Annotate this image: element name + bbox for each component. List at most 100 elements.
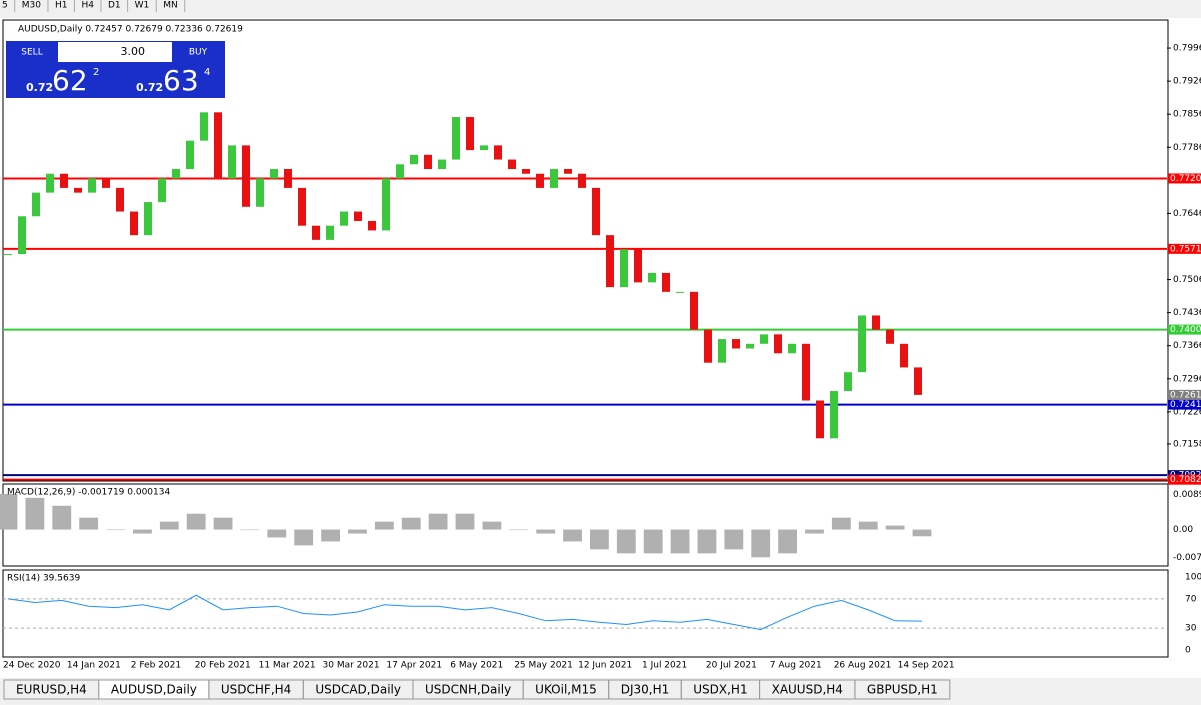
x-tick-label: 14 Sep 2021 xyxy=(898,661,955,671)
symbol-tab[interactable]: AUDUSD,Daily xyxy=(111,683,197,697)
y-tick-label: 0.73660 xyxy=(1173,341,1201,351)
symbol-tab[interactable]: USDCNH,Daily xyxy=(425,683,511,697)
candle-body xyxy=(648,272,656,283)
timeframe-button[interactable]: MN xyxy=(163,1,178,11)
indicator-title: RSI(14) 39.5639 xyxy=(7,574,80,584)
candle-body xyxy=(816,400,824,439)
x-tick-label: 11 Mar 2021 xyxy=(259,661,316,671)
level-label: 0.72413 xyxy=(1170,400,1201,410)
timeframe-button[interactable]: H4 xyxy=(81,1,94,11)
x-tick-label: 20 Jul 2021 xyxy=(706,661,757,671)
last-price-label: 0.72619 xyxy=(1170,390,1201,400)
candle-body xyxy=(326,225,334,240)
histogram-bar xyxy=(455,513,475,530)
histogram-bar xyxy=(778,529,797,554)
y-tick-label: 0.78560 xyxy=(1173,110,1201,120)
ask-frac: 4 xyxy=(204,67,210,78)
histogram-bar xyxy=(509,529,529,531)
candle-body xyxy=(452,117,460,160)
y-tick-label: 30 xyxy=(1185,624,1197,634)
y-tick-label: 0.71580 xyxy=(1173,439,1201,449)
symbol-tab[interactable]: DJ30,H1 xyxy=(621,683,670,697)
ask-main: 63 xyxy=(163,64,199,97)
timeframe-button[interactable]: M30 xyxy=(22,1,41,11)
candle-body xyxy=(172,169,180,179)
histogram-bar xyxy=(912,529,932,537)
y-tick-label: 0 xyxy=(1185,646,1191,656)
histogram-bar xyxy=(374,521,394,530)
candle-body xyxy=(788,343,796,354)
level-label-bg xyxy=(1168,243,1201,254)
volume[interactable]: 3.00 xyxy=(121,45,146,58)
candle-body xyxy=(844,372,852,392)
x-tick-label: 24 Dec 2020 xyxy=(3,661,61,671)
volume-box[interactable] xyxy=(58,42,172,62)
level-label-bg xyxy=(1168,399,1201,410)
y-tick-label: 0.76460 xyxy=(1173,209,1201,219)
sell-button[interactable]: SELL xyxy=(21,48,42,58)
timeframe-button[interactable]: H1 xyxy=(55,1,68,11)
histogram-bar xyxy=(885,525,905,530)
candle-body xyxy=(592,187,600,236)
histogram-bar xyxy=(616,529,636,554)
candle-body xyxy=(900,343,908,368)
candle-body xyxy=(536,173,544,188)
candle-body xyxy=(284,169,292,188)
symbol-tab[interactable]: EURUSD,H4 xyxy=(16,683,87,697)
histogram-bar xyxy=(159,521,179,530)
candle-body xyxy=(102,178,110,188)
timeframe-button[interactable]: W1 xyxy=(135,1,150,11)
histogram-bar xyxy=(240,529,260,531)
symbol-tab[interactable]: USDCHF,H4 xyxy=(221,683,291,697)
level-label-bg xyxy=(1168,173,1201,184)
symbol-tab[interactable]: UKOil,M15 xyxy=(535,683,597,697)
candle-body xyxy=(662,272,670,292)
buy-button[interactable]: BUY xyxy=(189,48,208,58)
candle-body xyxy=(802,343,810,401)
timeframe-button[interactable]: D1 xyxy=(108,1,121,11)
symbol-tab[interactable]: USDX,H1 xyxy=(693,683,747,697)
symbol-tab[interactable]: GBPUSD,H1 xyxy=(867,683,938,697)
candle-body xyxy=(494,145,502,160)
symbol-tab[interactable]: USDCAD,Daily xyxy=(315,683,401,697)
candle-body xyxy=(298,187,306,226)
x-tick-label: 30 Mar 2021 xyxy=(323,661,380,671)
rsi-frame xyxy=(2,569,1169,658)
candle-body xyxy=(200,112,208,141)
candle-body xyxy=(4,254,12,256)
histogram-bar xyxy=(106,529,125,531)
candle-body xyxy=(466,117,474,151)
histogram-bar xyxy=(321,529,340,542)
histogram-bar xyxy=(751,529,771,558)
candle-body xyxy=(676,291,684,293)
x-tick-label: 2 Feb 2021 xyxy=(131,661,181,671)
histogram-bar xyxy=(482,521,502,530)
x-tick-label: 26 Aug 2021 xyxy=(834,661,892,671)
x-tick-label: 7 Aug 2021 xyxy=(770,661,822,671)
y-tick-label: 0.77860 xyxy=(1173,143,1201,153)
level-label-bg xyxy=(1168,324,1201,335)
histogram-bar xyxy=(348,529,367,534)
rsi-line xyxy=(7,594,923,631)
candle-body xyxy=(18,216,26,255)
symbol-tab[interactable]: XAUUSD,H4 xyxy=(772,683,843,697)
bid-big: 0.72 xyxy=(26,81,53,94)
x-tick-label: 17 Apr 2021 xyxy=(386,661,442,671)
bid-frac: 2 xyxy=(93,67,99,78)
candle-body xyxy=(312,225,320,240)
candle-body xyxy=(438,159,446,170)
candle-body xyxy=(368,220,376,231)
y-tick-label: 0.79260 xyxy=(1173,77,1201,87)
histogram-bar xyxy=(670,529,690,554)
y-tick-label: 100 xyxy=(1185,573,1201,583)
histogram-bar xyxy=(536,529,556,534)
candle-body xyxy=(382,178,390,231)
timeframe-button[interactable]: 5 xyxy=(2,1,8,11)
tab-frame xyxy=(854,679,951,700)
histogram-bar xyxy=(213,517,233,530)
candle-body xyxy=(508,159,516,170)
candle-body xyxy=(774,334,782,354)
